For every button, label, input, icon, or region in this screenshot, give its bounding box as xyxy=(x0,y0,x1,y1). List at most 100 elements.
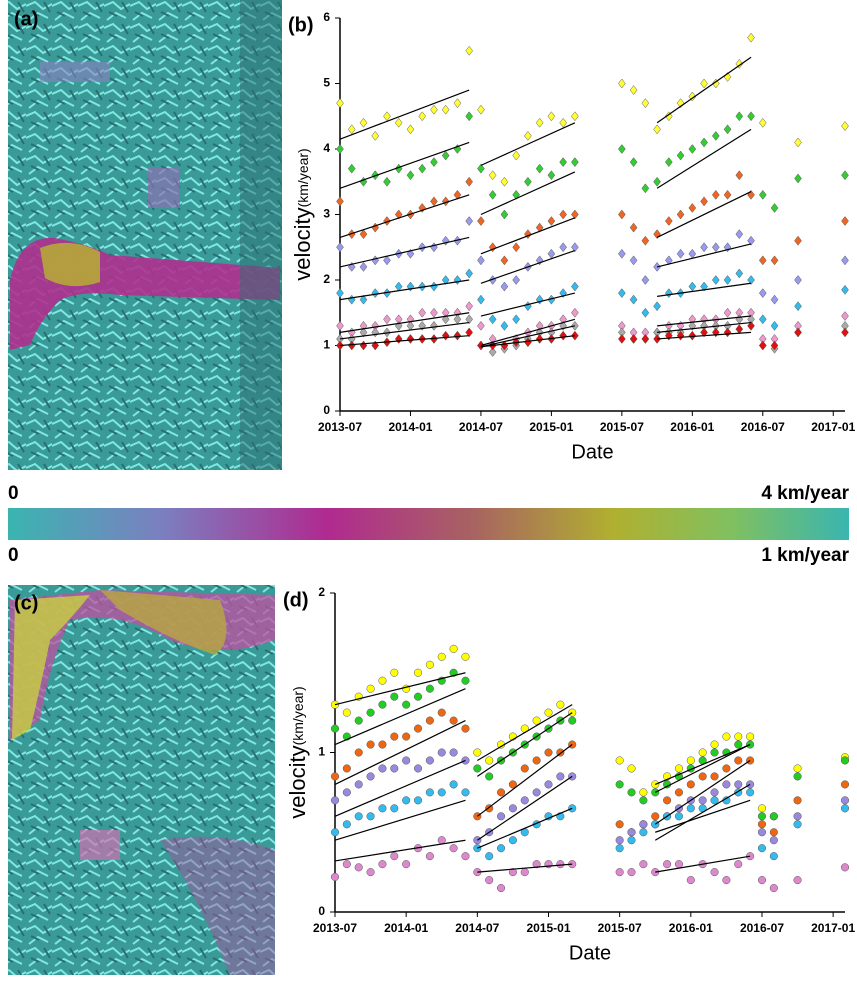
colorbar-min-label: 0 xyxy=(8,545,19,566)
trend-line xyxy=(477,863,573,873)
data-point xyxy=(618,288,626,299)
data-point xyxy=(449,748,458,757)
data-point xyxy=(615,780,624,789)
trend-line xyxy=(339,236,470,268)
data-point xyxy=(342,788,351,797)
data-point xyxy=(794,173,802,184)
data-point xyxy=(840,756,850,765)
data-point xyxy=(477,294,485,305)
y-tick-label: 2 xyxy=(318,585,325,599)
y-tick-label: 1 xyxy=(318,745,325,759)
data-point xyxy=(794,327,802,338)
data-point xyxy=(556,700,565,709)
data-point xyxy=(532,860,541,869)
data-point xyxy=(390,764,399,773)
data-point xyxy=(520,868,529,877)
satellite-image-c xyxy=(8,585,275,975)
data-point xyxy=(757,804,767,813)
data-point xyxy=(371,327,380,338)
data-point xyxy=(758,288,767,299)
data-point xyxy=(841,170,849,181)
data-point xyxy=(559,209,567,220)
data-point xyxy=(710,868,719,877)
data-point xyxy=(698,748,707,757)
trend-line xyxy=(334,799,466,841)
satellite-image-a xyxy=(8,0,282,470)
data-point xyxy=(663,860,672,869)
data-point xyxy=(402,756,411,765)
data-point xyxy=(793,812,802,821)
data-point xyxy=(488,170,497,181)
trend-line xyxy=(657,331,752,340)
data-point xyxy=(686,876,695,885)
data-point xyxy=(488,242,497,253)
data-point xyxy=(544,748,553,757)
x-tick-label: 2013-07 xyxy=(313,921,357,935)
data-point xyxy=(618,209,626,220)
data-point xyxy=(383,255,391,266)
data-point xyxy=(770,320,779,331)
data-point xyxy=(336,288,344,299)
data-point xyxy=(700,281,708,292)
data-point xyxy=(532,716,541,725)
data-point xyxy=(734,740,743,749)
data-point xyxy=(571,330,579,341)
data-point xyxy=(477,104,485,115)
trend-line xyxy=(480,325,576,348)
data-point xyxy=(461,676,470,685)
data-point xyxy=(406,334,415,344)
y-axis-label-unit: (km/year) xyxy=(290,686,306,745)
data-point xyxy=(430,157,438,168)
data-point xyxy=(556,772,565,781)
data-point xyxy=(735,314,744,325)
data-point xyxy=(627,828,636,837)
data-point xyxy=(627,836,636,845)
data-point xyxy=(336,144,344,154)
trend-line xyxy=(480,217,576,255)
data-point xyxy=(794,235,802,246)
data-point xyxy=(465,327,474,338)
data-point xyxy=(390,852,399,861)
data-point xyxy=(354,748,363,757)
data-point xyxy=(734,756,743,765)
y-tick-label: 0 xyxy=(318,904,325,918)
data-point xyxy=(556,860,565,869)
data-point xyxy=(485,756,494,765)
data-point xyxy=(757,844,767,853)
data-point xyxy=(406,320,415,331)
data-point xyxy=(734,860,743,869)
data-point xyxy=(512,150,520,161)
x-tick-label: 2014-07 xyxy=(459,420,503,434)
data-point xyxy=(465,176,474,187)
data-point xyxy=(665,255,673,266)
data-point xyxy=(473,764,482,773)
trend-line xyxy=(654,783,751,841)
data-point xyxy=(757,812,767,821)
data-point xyxy=(711,78,720,89)
data-point xyxy=(378,740,387,749)
data-point xyxy=(330,796,340,805)
data-point xyxy=(674,788,684,797)
data-point xyxy=(793,820,802,829)
data-point xyxy=(461,756,470,765)
data-point xyxy=(390,668,399,677)
data-point xyxy=(688,281,697,292)
data-point xyxy=(571,157,579,168)
x-tick-label: 2016-01 xyxy=(669,921,713,935)
data-point xyxy=(402,796,411,805)
data-point xyxy=(641,307,650,318)
data-point xyxy=(686,780,695,789)
trend-line xyxy=(476,775,573,841)
data-point xyxy=(711,242,720,253)
data-point xyxy=(378,700,387,709)
data-point xyxy=(840,796,850,805)
data-point xyxy=(770,255,779,266)
data-point xyxy=(615,820,624,829)
data-point xyxy=(342,860,351,869)
data-point xyxy=(547,216,556,226)
trend-line xyxy=(655,855,751,873)
data-point xyxy=(568,716,577,725)
data-point xyxy=(437,748,446,757)
data-point xyxy=(413,668,423,677)
data-point xyxy=(330,724,340,733)
